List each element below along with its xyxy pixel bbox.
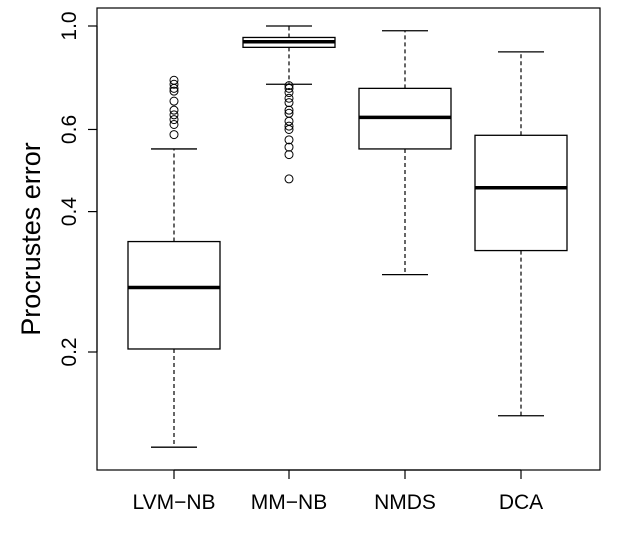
- outlier-point: [284, 150, 294, 160]
- outlier-point: [169, 96, 179, 106]
- outlier-point: [284, 121, 294, 131]
- x-tick-label: MM−NB: [251, 491, 327, 514]
- outlier-point: [284, 98, 294, 108]
- y-tick-label: 0.4: [58, 197, 81, 227]
- outlier-point: [169, 105, 179, 115]
- iqr-box: [474, 134, 568, 252]
- outlier-point: [284, 174, 294, 184]
- outlier-point: [284, 83, 294, 93]
- outlier-point: [169, 79, 179, 89]
- x-tick-label: DCA: [499, 491, 543, 514]
- x-tick-label: LVM−NB: [132, 491, 215, 514]
- y-tick-label: 0.2: [58, 337, 81, 366]
- outlier-point: [169, 110, 179, 120]
- y-tick-label: 1.0: [58, 11, 81, 40]
- outlier-point: [284, 81, 294, 91]
- y-axis-title: Procrustes error: [16, 142, 46, 336]
- outlier-point: [169, 75, 179, 85]
- outlier-point: [284, 142, 294, 152]
- outlier-point: [169, 115, 179, 125]
- box-group: [358, 30, 452, 276]
- iqr-box: [127, 240, 221, 350]
- x-axis-ticks: LVM−NB MM−NB NMDS DCA: [132, 470, 543, 514]
- box-group: [127, 75, 221, 448]
- box-group: [474, 51, 568, 417]
- outlier-point: [169, 86, 179, 96]
- outlier-point: [284, 108, 294, 118]
- x-tick-label: NMDS: [374, 491, 436, 514]
- outlier-point: [169, 119, 179, 129]
- outlier-point: [284, 93, 294, 103]
- outlier-point: [284, 135, 294, 145]
- outlier-point: [169, 130, 179, 140]
- y-tick-label: 0.6: [58, 115, 81, 144]
- box-group: [242, 25, 336, 184]
- outlier-point: [284, 88, 294, 98]
- y-axis-ticks: 0.2 0.4 0.6 1.0: [58, 11, 97, 367]
- outlier-point: [284, 116, 294, 126]
- boxes-layer: [127, 25, 568, 448]
